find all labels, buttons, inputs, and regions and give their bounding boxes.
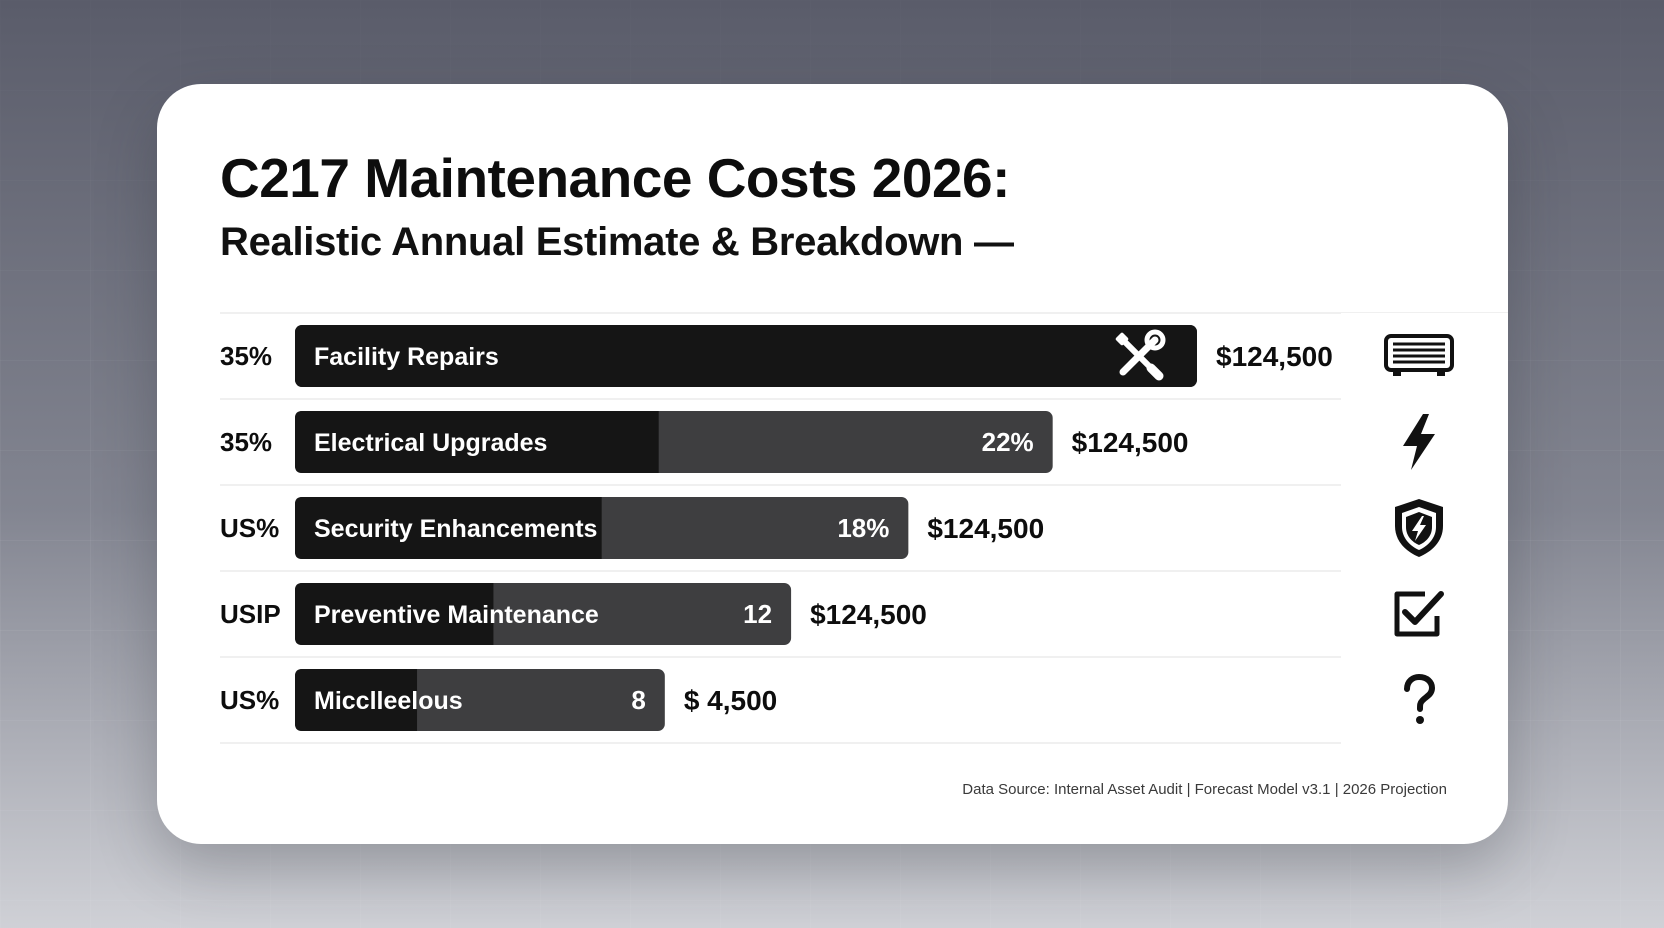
bar-value-label: 22% [982,427,1034,457]
wrench-screwdriver-icon [1115,329,1166,381]
category-label: Electrical Upgrades [314,429,547,457]
bar [295,411,659,473]
bar [295,669,418,731]
icon-column [1341,313,1508,745]
shield-icon [1341,485,1497,571]
category-label: Facility Repairs [314,343,499,371]
bar-chart-svg: 35% Facility Repairs $124,500 35% Electrical… [220,312,1508,744]
row-label: US% [220,685,279,715]
row-label: USIP [220,599,281,629]
question-mark-icon [1341,657,1497,743]
category-label: Preventive Maintenance [314,601,599,629]
bar [295,325,1197,387]
bar-chart: 35% Facility Repairs $124,500 35% Electrical… [220,312,1508,745]
row-label: 35% [220,341,272,371]
cost-label: $124,500 [927,513,1044,544]
cost-label: $ 4,500 [684,685,777,716]
cost-label: $124,500 [1216,341,1333,372]
bar-value-label: 8 [631,685,645,715]
row-label: 35% [220,427,272,457]
chart-card: C217 Maintenance Costs 2026: Realistic A… [157,84,1508,844]
chart-title: C217 Maintenance Costs 2026: [220,147,1010,209]
bar-value-label: 18% [837,513,889,543]
cost-label: $124,500 [1072,427,1189,458]
category-label: Security Enhancements [314,515,597,543]
chart-subtitle: Realistic Annual Estimate & Breakdown — [220,220,1014,264]
checkbox-icon [1341,571,1497,657]
cost-label: $124,500 [810,599,927,630]
row-label: US% [220,513,279,543]
bar [295,497,602,559]
bar [295,583,494,645]
lightning-bolt-icon [1341,399,1497,485]
heater-icon [1341,313,1497,399]
data-source-note: Data Source: Internal Asset Audit | Fore… [962,781,1447,798]
bar-value-label: 12 [743,599,772,629]
category-label: Micclleelous [314,687,463,715]
